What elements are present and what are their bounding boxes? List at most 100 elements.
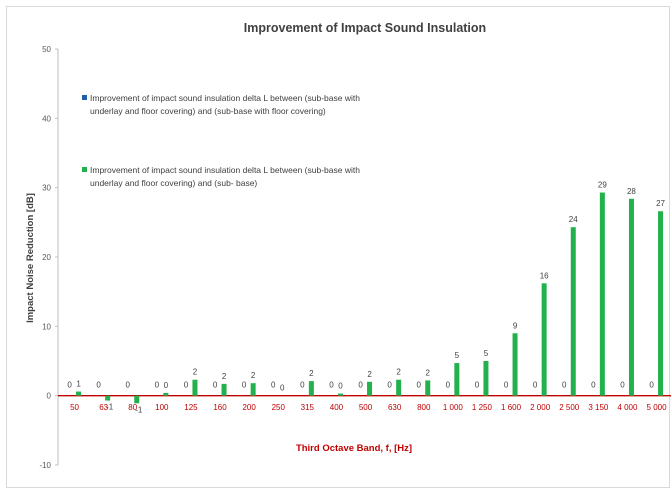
y-axis-label: Impact Noise Reduction [dB] — [25, 193, 36, 323]
bar-green — [163, 392, 169, 396]
data-label-green: -1 — [135, 405, 143, 414]
bar-green — [221, 383, 227, 396]
x-tick-label: 4 000 — [617, 403, 638, 412]
data-label-green: 29 — [598, 181, 607, 190]
bar-green — [250, 383, 256, 396]
x-tick-label: 5 000 — [647, 403, 668, 412]
data-label-green: 2 — [396, 368, 401, 377]
data-label-blue: 0 — [126, 381, 131, 390]
data-label-green: -1 — [106, 403, 114, 412]
data-label-green: 27 — [656, 199, 665, 208]
data-label-blue: 0 — [300, 381, 305, 390]
bar-green — [134, 395, 140, 404]
data-label-blue: 0 — [387, 381, 392, 390]
bar-green — [105, 395, 111, 401]
x-tick-label: 100 — [155, 403, 169, 412]
bar-green — [570, 227, 576, 396]
bar-green — [628, 198, 634, 396]
x-tick-label: 500 — [359, 403, 373, 412]
x-tick-label: 1 250 — [472, 403, 493, 412]
legend-swatch-green — [82, 167, 87, 172]
y-tick-label: 30 — [42, 184, 51, 193]
x-tick-label: 63 — [99, 403, 108, 412]
data-label-blue: 0 — [271, 381, 276, 390]
data-label-blue: 0 — [446, 381, 451, 390]
data-label-blue: 0 — [96, 381, 101, 390]
data-label-green: 28 — [627, 187, 636, 196]
bar-green — [367, 381, 373, 396]
data-label-green: 2 — [309, 369, 314, 378]
chart-frame — [6, 6, 670, 488]
bar-green — [308, 381, 314, 396]
legend-swatch-blue — [82, 95, 87, 100]
y-tick-label: 0 — [47, 392, 52, 401]
data-label-blue: 0 — [504, 381, 509, 390]
data-label-blue: 0 — [329, 381, 334, 390]
x-tick-label: 160 — [213, 403, 227, 412]
y-tick-label: -10 — [39, 461, 51, 470]
x-tick-label: 50 — [70, 403, 79, 412]
bar-green — [483, 361, 489, 396]
data-label-blue: 0 — [358, 381, 363, 390]
data-label-green: 0 — [338, 382, 343, 391]
y-tick-label: 40 — [42, 114, 51, 123]
data-label-green: 9 — [513, 321, 518, 330]
chart-title: Improvement of Impact Sound Insulation — [244, 21, 486, 35]
bar-green — [512, 333, 518, 396]
data-label-blue: 0 — [649, 381, 654, 390]
bar-green — [337, 393, 343, 396]
x-tick-label: 800 — [417, 403, 431, 412]
legend-text-green-line2: underlay and floor covering) and (sub- b… — [90, 178, 257, 188]
x-tick-label: 2 000 — [530, 403, 551, 412]
x-tick-label: 2 500 — [559, 403, 580, 412]
y-tick-label: 20 — [42, 253, 51, 262]
x-tick-label: 3 150 — [588, 403, 609, 412]
data-label-blue: 0 — [155, 381, 160, 390]
legend-text-blue-line2: underlay and floor covering) and (sub-ba… — [90, 106, 326, 116]
x-tick-label: 125 — [184, 403, 198, 412]
x-tick-label: 250 — [272, 403, 286, 412]
x-tick-label: 1 000 — [443, 403, 464, 412]
x-tick-label: 400 — [330, 403, 344, 412]
bar-green — [396, 379, 402, 396]
data-label-green: 2 — [426, 368, 431, 377]
x-tick-label: 315 — [301, 403, 315, 412]
data-label-blue: 0 — [620, 381, 625, 390]
data-label-green: 16 — [540, 271, 549, 280]
x-tick-labels: 50 63 80 100 125 160 200 250 315 400 500 630 800 1 00… — [70, 403, 667, 412]
y-tick-label: 10 — [42, 322, 51, 331]
data-label-green: 2 — [367, 370, 372, 379]
x-tick-label: 1 600 — [501, 403, 522, 412]
x-tick-label: 630 — [388, 403, 402, 412]
data-label-blue: 0 — [591, 381, 596, 390]
data-label-blue: 0 — [533, 381, 538, 390]
x-tick-label: 80 — [128, 403, 137, 412]
bar-green — [541, 283, 547, 396]
data-label-blue: 0 — [184, 381, 189, 390]
data-label-green: 24 — [569, 215, 578, 224]
x-axis-label: Third Octave Band, f, [Hz] — [296, 443, 412, 454]
data-label-blue: 0 — [67, 381, 72, 390]
data-label-green: 2 — [251, 371, 256, 380]
data-label-green: 5 — [455, 351, 460, 360]
y-tick-label: 50 — [42, 45, 51, 54]
bar-green — [192, 379, 198, 396]
data-label-blue: 0 — [417, 381, 422, 390]
data-label-green: 2 — [222, 372, 227, 381]
data-label-blue: 0 — [475, 381, 480, 390]
data-label-green: 1 — [76, 380, 81, 389]
legend: Improvement of impact sound insulation d… — [82, 93, 360, 188]
bars — [67, 192, 664, 404]
data-label-green: 0 — [164, 381, 169, 390]
bar-green — [425, 380, 431, 396]
x-tick-label: 200 — [242, 403, 256, 412]
data-label-green: 0 — [280, 384, 285, 393]
data-label-green: 2 — [193, 368, 198, 377]
data-label-blue: 0 — [213, 381, 218, 390]
data-label-blue: 0 — [242, 381, 247, 390]
bar-green — [658, 211, 664, 396]
data-label-blue: 0 — [562, 381, 567, 390]
